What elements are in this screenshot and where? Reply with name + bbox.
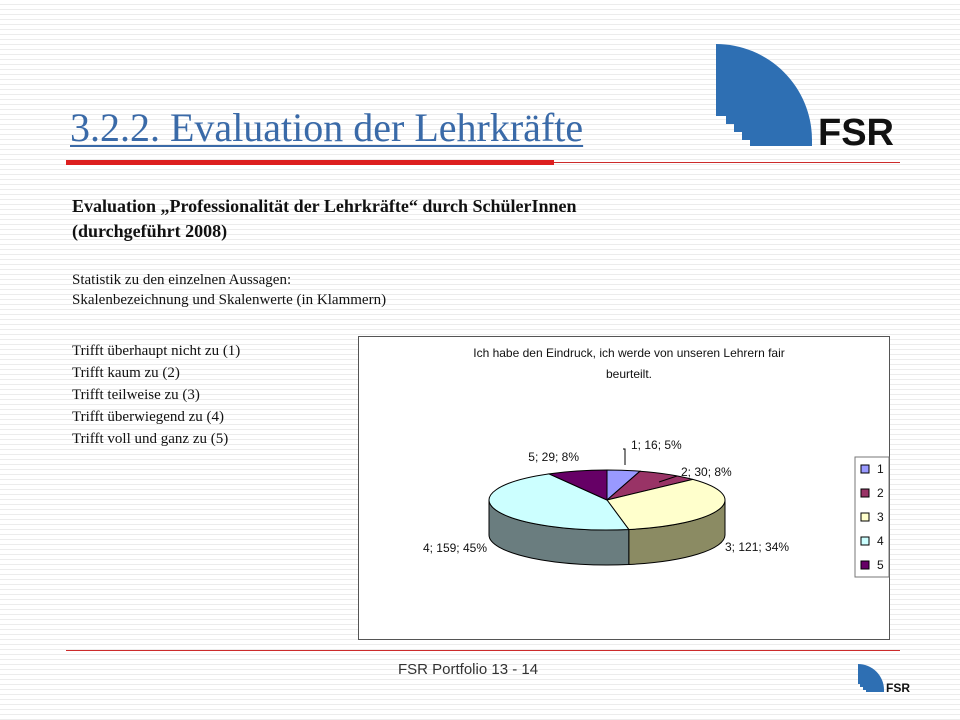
scale-item-5: Trifft voll und ganz zu (5) — [72, 431, 229, 447]
legend-label-1: 1 — [877, 462, 884, 476]
pie-chart: Ich habe den Eindruck, ich werde von uns… — [423, 346, 890, 578]
legend-label-5: 5 — [877, 558, 884, 572]
scale-item-4: Trifft überwiegend zu (4) — [72, 409, 225, 425]
footer-divider — [66, 650, 900, 651]
footer-text: FSR Portfolio 13 - 14 — [398, 661, 539, 678]
legend-label-3: 3 — [877, 510, 884, 524]
section-heading: Evaluation „Professionalität der Lehrkrä… — [72, 194, 577, 244]
pie-leader-line-1 — [623, 448, 626, 465]
heading-line-2: (durchgeführt 2008) — [72, 221, 228, 241]
chart-legend — [854, 456, 890, 578]
pie-slice-5 — [547, 469, 608, 501]
fsr-footer-logo-mark: FSR — [858, 664, 910, 695]
legend-swatch-4 — [860, 536, 870, 546]
chart-title-line-1: Ich habe den Eindruck, ich werde von uns… — [473, 346, 785, 360]
pie-data-label-5: 5; 29; 8% — [528, 450, 579, 464]
scale-item-2: Trifft kaum zu (2) — [72, 365, 180, 381]
title-accent-bar — [66, 160, 554, 165]
pie-data-label-2: 2; 30; 8% — [681, 465, 732, 479]
fsr-footer-logo-text: FSR — [886, 681, 910, 695]
legend-label-4: 4 — [877, 534, 884, 548]
chart-title-line-2: beurteilt. — [606, 367, 652, 381]
legend-label-2: 2 — [877, 486, 884, 500]
pie-slice-4 — [488, 473, 630, 531]
stats-line-2: Skalenbezeichnung und Skalenwerte (in Kl… — [72, 292, 387, 308]
legend-swatch-2 — [860, 488, 870, 498]
pie-chart-panel: Ich habe den Eindruck, ich werde von uns… — [358, 336, 890, 640]
page-title: 3.2.2. Evaluation der Lehrkräfte — [70, 105, 584, 150]
fsr-logo-text: FSR — [818, 112, 894, 154]
fsr-logo: FSR — [712, 44, 932, 154]
pie-leader-line-2 — [658, 475, 678, 483]
stats-intro: Statistik zu den einzelnen Aussagen: Ska… — [72, 270, 386, 310]
scale-item-1: Trifft überhaupt nicht zu (1) — [72, 343, 241, 359]
scale-list: Trifft überhaupt nicht zu (1) Trifft kau… — [72, 340, 240, 450]
pie-data-label-4: 4; 159; 45% — [423, 541, 487, 555]
pie-data-label-3: 3; 121; 34% — [725, 540, 789, 554]
legend-swatch-1 — [860, 464, 870, 474]
fsr-footer-logo: FSR — [856, 664, 926, 696]
heading-line-1: Evaluation „Professionalität der Lehrkrä… — [72, 196, 577, 216]
legend-swatch-3 — [860, 512, 870, 522]
legend-swatch-5 — [860, 560, 870, 570]
pie-slice-3 — [606, 478, 726, 530]
scale-item-3: Trifft teilweise zu (3) — [72, 387, 200, 403]
fsr-logo-mark: FSR — [716, 44, 894, 154]
pie-data-label-1: 1; 16; 5% — [631, 438, 682, 452]
stats-line-1: Statistik zu den einzelnen Aussagen: — [72, 272, 292, 288]
